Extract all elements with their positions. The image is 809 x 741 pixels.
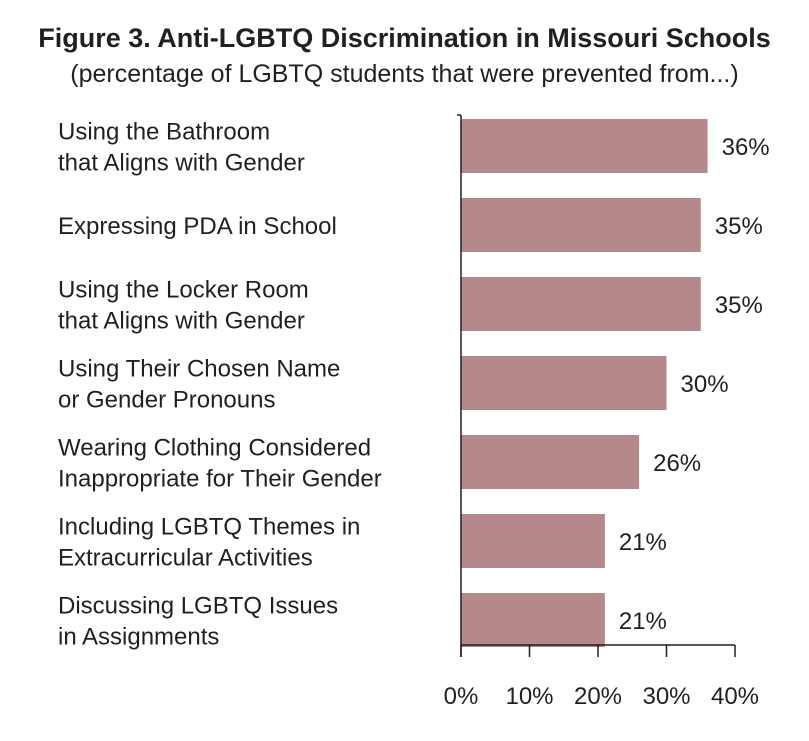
x-tick-label-2: 10%: [505, 683, 553, 710]
value-label-2: 35%: [715, 213, 763, 240]
category-label-6-line-2: Extracurricular Activities: [58, 545, 313, 572]
value-label-7: 21%: [619, 608, 667, 635]
category-labels: Using the Bathroom that Aligns with Gende…: [58, 119, 382, 651]
value-label-3: 35%: [715, 292, 763, 319]
bar-6: [461, 514, 605, 568]
category-label-5-line-1: Wearing Clothing Considered: [58, 435, 371, 462]
value-label-6: 21%: [619, 529, 667, 556]
category-label-7-line-1: Discussing LGBTQ Issues: [58, 593, 338, 620]
bar-5: [461, 435, 640, 489]
category-label-3-line-2: that Aligns with Gender: [58, 308, 305, 335]
category-label-1-line-2: that Aligns with Gender: [58, 150, 305, 177]
x-tick-label-4: 30%: [642, 683, 690, 710]
bar-1: [461, 119, 708, 173]
chart-title: Figure 3. Anti-LGBTQ Discrimination in M…: [38, 23, 771, 53]
bar-2: [461, 198, 701, 252]
category-label-4-line-1: Using Their Chosen Name: [58, 356, 340, 383]
category-label-3-line-1: Using the Locker Room: [58, 277, 309, 304]
bar-3: [461, 277, 701, 331]
category-label-2-line-1: Expressing PDA in School: [58, 213, 337, 240]
x-tick-label-3: 20%: [574, 683, 622, 710]
category-label-5-line-2: Inappropriate for Their Gender: [58, 466, 382, 493]
x-tick-label-1: 0%: [444, 683, 479, 710]
bars: [461, 119, 708, 647]
value-label-5: 26%: [653, 450, 701, 477]
bar-4: [461, 356, 667, 410]
category-label-6-line-1: Including LGBTQ Themes in: [58, 514, 360, 541]
axes: 0% 10% 20% 30% 40%: [444, 114, 759, 710]
chart-subtitle: (percentage of LGBTQ students that were …: [70, 60, 739, 88]
category-label-1-line-1: Using the Bathroom: [58, 119, 270, 146]
x-tick-label-5: 40%: [711, 683, 759, 710]
category-label-7-line-2: in Assignments: [58, 624, 219, 651]
category-label-4-line-2: or Gender Pronouns: [58, 387, 275, 414]
value-label-4: 30%: [681, 371, 729, 398]
value-labels: 36% 35% 35% 30% 26% 21% 21%: [619, 134, 770, 635]
value-label-1: 36%: [722, 134, 770, 161]
bar-7: [461, 593, 605, 647]
